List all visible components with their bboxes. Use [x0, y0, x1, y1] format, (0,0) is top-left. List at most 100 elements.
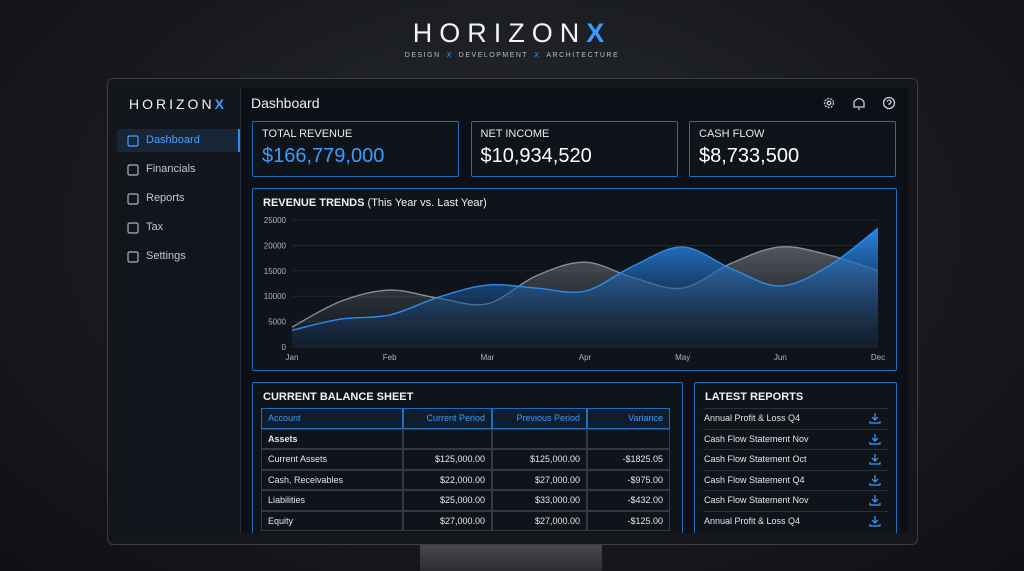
- settings-icon[interactable]: [823, 97, 835, 109]
- table-cell: Equity: [261, 510, 403, 531]
- y-tick-label: 15000: [264, 267, 287, 276]
- kpi-card: NET INCOME $10,934,520: [470, 121, 678, 177]
- table-cell: $27,000.00: [492, 469, 587, 490]
- sidebar-mark: X: [214, 96, 227, 112]
- download-icon[interactable]: [869, 515, 881, 527]
- nav-icon-shape: [127, 135, 139, 147]
- balance-panel: CURRENT BALANCE SHEET Account Current Per…: [252, 382, 683, 533]
- brand-name: HORIZON: [412, 18, 587, 48]
- nav-icon: [127, 222, 139, 234]
- table-cell: $125,000.00: [492, 449, 587, 470]
- table-header-cell: Current Period: [403, 408, 492, 429]
- tagline-item: DEVELOPMENT: [458, 52, 529, 59]
- report-name: Cash Flow Statement Nov: [704, 433, 809, 444]
- y-tick-label: 0: [282, 343, 287, 352]
- table-cell: [403, 428, 492, 449]
- table-cell: -$432.00: [587, 490, 670, 511]
- y-tick-label: 10000: [264, 292, 287, 301]
- nav-icon-shape: [127, 251, 139, 263]
- nav-item[interactable]: Dashboard: [117, 129, 240, 152]
- nav-item[interactable]: Reports: [117, 187, 240, 210]
- download-arrow: [869, 474, 881, 486]
- brand-logo: HORIZONX: [0, 18, 1024, 49]
- kpi-value: $8,733,500: [699, 145, 800, 167]
- table-header-cell: Previous Period: [492, 408, 587, 429]
- y-tick-label: 20000: [264, 241, 287, 250]
- kpi-value: $10,934,520: [480, 145, 592, 167]
- y-tick-label: 25000: [264, 216, 287, 225]
- download-icon[interactable]: [869, 494, 881, 506]
- table-header-cell: Account: [261, 408, 403, 429]
- nav-item[interactable]: Tax: [117, 216, 240, 239]
- report-name: Annual Profit & Loss Q4: [704, 413, 801, 423]
- x-tick-label: Jun: [774, 353, 787, 362]
- chart-heading: REVENUE TRENDS (This Year vs. Last Year): [263, 197, 487, 209]
- download-icon[interactable]: [869, 433, 881, 445]
- report-row: Cash Flow Statement Q4: [703, 469, 888, 491]
- download-icon[interactable]: [869, 474, 881, 486]
- chart-panel: REVENUE TRENDS (This Year vs. Last Year)…: [252, 188, 897, 371]
- report-row: Cash Flow Statement Nov: [703, 490, 888, 511]
- nav-item[interactable]: Settings: [117, 245, 240, 268]
- line: [291, 227, 879, 331]
- nav-label: Settings: [146, 250, 186, 262]
- tagline-item: DESIGN: [404, 52, 441, 59]
- nav-label: Financials: [146, 163, 196, 175]
- header-icons: [823, 96, 896, 110]
- kpi-label: NET INCOME: [480, 128, 550, 140]
- chart: 0 5000 10000 15000 20000 25000 Jan Feb Mar Apr May…: [264, 216, 885, 362]
- x-tick-label: Dec: [871, 353, 885, 362]
- download-arrow: [869, 495, 881, 506]
- sidebar-logo: HORIZONX: [129, 96, 227, 112]
- download-icon[interactable]: [869, 453, 881, 465]
- line: [291, 246, 879, 328]
- help-icon[interactable]: [882, 96, 896, 110]
- report-name: Cash Flow Statement Oct: [704, 454, 807, 465]
- kpi-card: CASH FLOW $8,733,500: [689, 121, 896, 177]
- report-row: Cash Flow Statement Oct: [703, 449, 888, 470]
- sidebar: HORIZONX Dashboard Financials Reports Tax Se…: [117, 88, 241, 533]
- chart-subtitle: (This Year vs. Last Year): [367, 197, 487, 209]
- kpi-label: CASH FLOW: [699, 128, 765, 140]
- table-cell: -$125.00: [587, 510, 670, 531]
- report-row: Annual Profit & Loss Q4: [703, 408, 888, 429]
- table-cell: $33,000.00: [492, 490, 587, 511]
- monitor-stand: [420, 540, 602, 571]
- nav-icon-shape: [127, 164, 139, 176]
- table-cell: $27,000.00: [403, 510, 492, 531]
- table-cell: -$975.00: [587, 469, 670, 490]
- nav-icon: [127, 193, 139, 205]
- reports-panel: LATEST REPORTS Annual Profit & Loss Q4 Ca…: [694, 382, 897, 533]
- download-arrow: [869, 433, 881, 445]
- nav-icon-shape: [127, 193, 139, 205]
- table-cell: -$1825.05: [587, 449, 670, 470]
- kpi-label: TOTAL REVENUE: [262, 128, 353, 140]
- download-icon[interactable]: [869, 412, 881, 424]
- table-cell: Cash, Receivables: [261, 469, 403, 490]
- tagline-separator: X: [534, 52, 541, 59]
- table-cell: $22,000.00: [403, 469, 492, 490]
- x-tick-label: Apr: [579, 353, 592, 362]
- x-tick-label: May: [675, 353, 690, 362]
- nav-item[interactable]: Financials: [117, 158, 240, 181]
- report-row: Annual Profit & Loss Q4: [703, 511, 888, 532]
- nav-label: Reports: [146, 192, 185, 204]
- report-name: Annual Profit & Loss Q4: [704, 516, 801, 526]
- download-arrow: [869, 413, 881, 424]
- kpi-value: $166,779,000: [262, 145, 385, 167]
- reports-title: LATEST REPORTS: [705, 391, 804, 403]
- table-cell: Liabilities: [261, 490, 403, 511]
- notification-icon[interactable]: [853, 97, 865, 110]
- x-tick-label: Mar: [480, 353, 494, 362]
- table-cell: [587, 428, 670, 449]
- chart-title: REVENUE TRENDS: [263, 197, 365, 209]
- nav-icon: [127, 251, 139, 263]
- x-tick-label: Jan: [286, 353, 299, 362]
- x-tick-label: Feb: [383, 353, 397, 362]
- page-title: Dashboard: [251, 95, 320, 111]
- report-name: Cash Flow Statement Nov: [704, 495, 809, 506]
- download-arrow: [869, 454, 881, 465]
- balance-title: CURRENT BALANCE SHEET: [263, 391, 414, 403]
- nav-label: Tax: [146, 221, 164, 233]
